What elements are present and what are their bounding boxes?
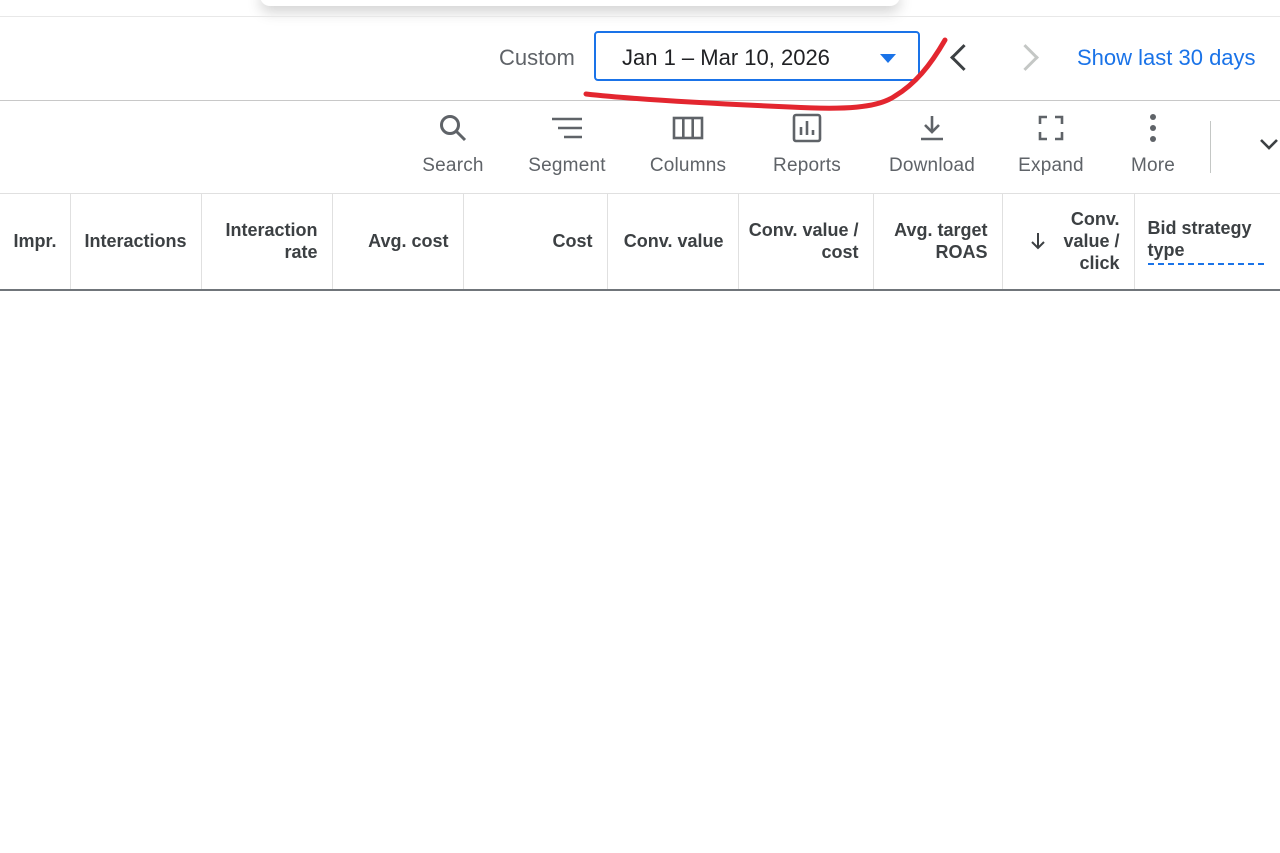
- reports-button[interactable]: Reports: [764, 113, 850, 177]
- columns-button[interactable]: Columns: [640, 113, 736, 177]
- col-header-interactions[interactable]: Interactions: [70, 193, 202, 291]
- header-label: Avg. target ROAS: [894, 220, 988, 262]
- date-range-picker[interactable]: Jan 1 – Mar 10, 2026: [594, 31, 920, 81]
- header-label: Conv. value / cost: [748, 220, 859, 262]
- header-label: Interactions: [84, 231, 187, 251]
- col-header-conv-value[interactable]: Conv. value: [607, 193, 739, 291]
- show-last-30-days-link[interactable]: Show last 30 days: [1077, 45, 1256, 70]
- date-range-value: Jan 1 – Mar 10, 2026: [622, 45, 830, 70]
- expand-icon: [1038, 115, 1064, 141]
- col-header-interaction-rate[interactable]: Interaction rate: [201, 193, 333, 291]
- header-label: Avg. cost: [368, 231, 449, 251]
- header-label: Conv. value / click: [1063, 209, 1120, 273]
- custom-range-label: Custom: [499, 45, 575, 70]
- columns-icon: [672, 116, 704, 140]
- date-range-bar: Custom Jan 1 – Mar 10, 2026 Show last 30…: [0, 0, 1280, 101]
- download-button[interactable]: Download: [882, 113, 982, 177]
- search-icon: [440, 115, 467, 142]
- col-header-impr[interactable]: Impr.: [0, 193, 71, 291]
- segment-label: Segment: [528, 155, 606, 176]
- more-label: More: [1130, 155, 1176, 176]
- download-icon: [921, 116, 943, 141]
- col-header-avg-target-roas[interactable]: Avg. target ROAS: [873, 193, 1003, 291]
- col-header-conv-value-click[interactable]: Conv. value / click: [1002, 193, 1135, 291]
- search-label: Search: [422, 155, 484, 176]
- red-underline-annotation: [583, 37, 948, 111]
- table-header-row: Impr. Interactions Interaction rate Avg.…: [0, 193, 1280, 291]
- columns-label: Columns: [649, 155, 727, 176]
- caret-down-icon: [880, 54, 896, 63]
- header-label: Conv. value: [623, 231, 724, 251]
- more-vert-icon: [1150, 114, 1156, 142]
- col-header-cost[interactable]: Cost: [463, 193, 608, 291]
- download-label: Download: [888, 155, 976, 176]
- search-button[interactable]: Search: [412, 113, 494, 177]
- chevron-down-icon[interactable]: [1258, 136, 1280, 152]
- col-header-avg-cost[interactable]: Avg. cost: [332, 193, 464, 291]
- toolbar-divider: [1210, 121, 1211, 173]
- expand-label: Expand: [1018, 155, 1084, 176]
- header-label: Bid strategy type: [1147, 217, 1264, 265]
- header-label: Cost: [552, 231, 593, 251]
- col-header-conv-value-cost[interactable]: Conv. value / cost: [738, 193, 874, 291]
- header-wrap: Conv. value / click: [1030, 208, 1120, 274]
- reports-icon: [792, 113, 822, 143]
- segment-icon: [552, 117, 582, 139]
- expand-button[interactable]: Expand: [1012, 113, 1090, 177]
- reports-label: Reports: [773, 155, 841, 176]
- campaign-table: Impr. Interactions Interaction rate Avg.…: [0, 193, 1280, 291]
- segment-button[interactable]: Segment: [520, 113, 614, 177]
- table-toolbar: Search Segment Columns Reports: [0, 101, 1280, 194]
- more-button[interactable]: More: [1122, 113, 1184, 177]
- divider: [0, 16, 1280, 17]
- sort-descending-icon: [1030, 233, 1045, 250]
- col-header-bid-strategy[interactable]: Bid strategy type: [1134, 193, 1280, 291]
- floating-panel-shadow: [260, 0, 900, 6]
- header-label: Impr.: [13, 231, 57, 251]
- header-label: Interaction rate: [225, 220, 318, 262]
